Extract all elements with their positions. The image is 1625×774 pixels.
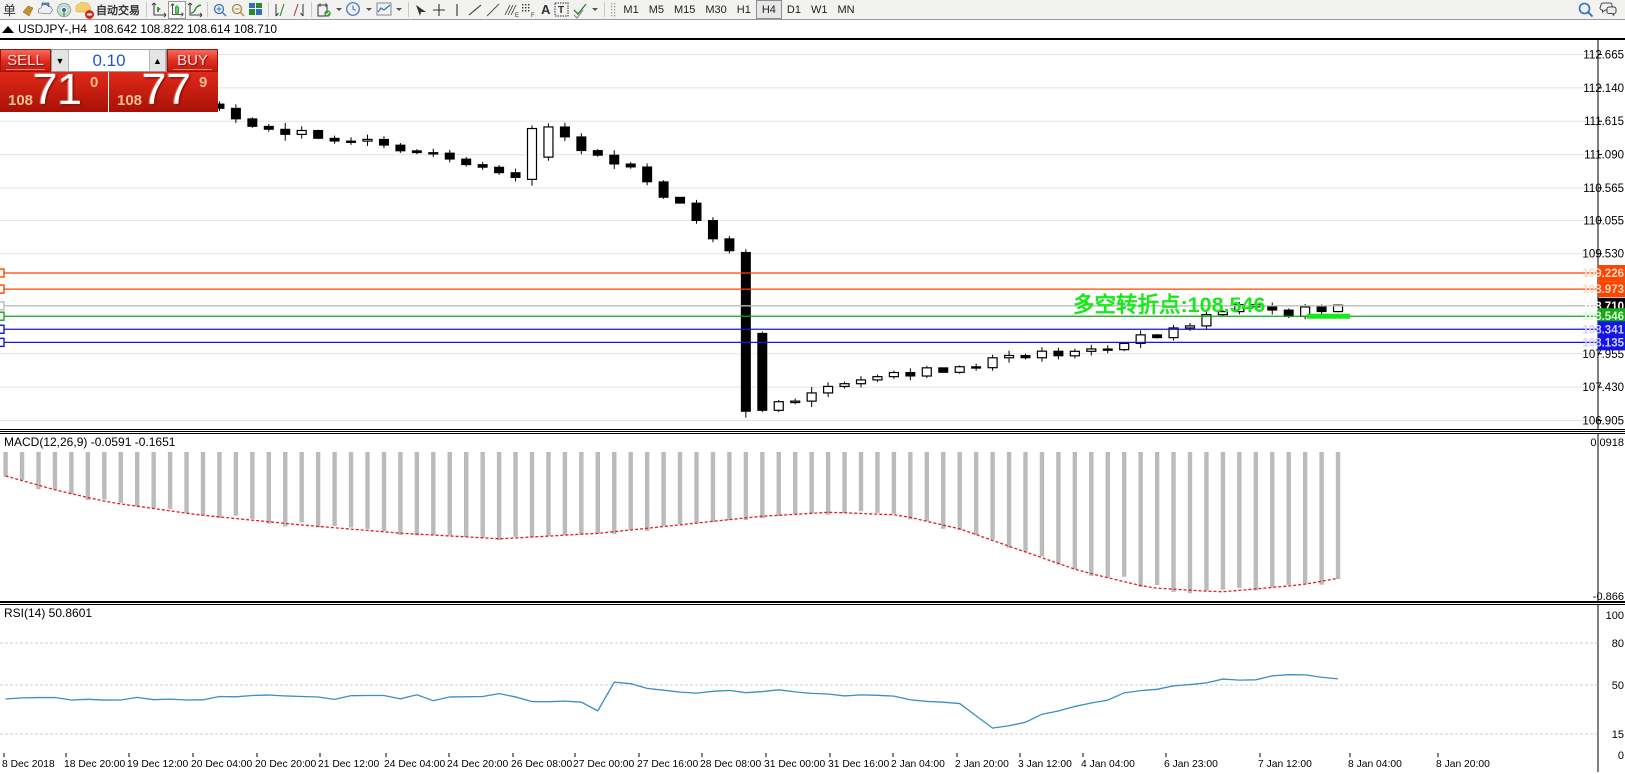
svg-text:RSI(14) 50.8601: RSI(14) 50.8601	[4, 606, 92, 620]
svg-text:20 Dec 04:00: 20 Dec 04:00	[191, 759, 253, 770]
svg-text:15: 15	[1612, 729, 1624, 741]
svg-text:26 Dec 08:00: 26 Dec 08:00	[511, 759, 573, 770]
svg-text:110.565: 110.565	[1583, 183, 1624, 195]
svg-text:100: 100	[1606, 610, 1624, 622]
svg-text:19 Dec 12:00: 19 Dec 12:00	[127, 759, 189, 770]
svg-text:106.905: 106.905	[1582, 416, 1624, 428]
svg-text:111.615: 111.615	[1584, 116, 1624, 128]
svg-text:111.090: 111.090	[1584, 150, 1624, 162]
svg-text:0: 0	[1618, 750, 1624, 762]
svg-text:F: F	[531, 13, 535, 19]
svg-text:108.973: 108.973	[1582, 284, 1624, 296]
svg-text:109.226: 109.226	[1582, 268, 1624, 280]
svg-text:24 Dec 20:00: 24 Dec 20:00	[447, 759, 509, 770]
svg-text:107.430: 107.430	[1582, 382, 1624, 394]
svg-text:28 Dec 08:00: 28 Dec 08:00	[700, 759, 762, 770]
svg-text:110.055: 110.055	[1583, 215, 1624, 227]
svg-text:4 Jan 04:00: 4 Jan 04:00	[1081, 759, 1135, 770]
svg-text:多空转折点:108.546: 多空转折点:108.546	[1073, 292, 1265, 317]
svg-text:8 Dec 2018: 8 Dec 2018	[2, 759, 55, 770]
svg-text:0.0918: 0.0918	[1590, 437, 1624, 449]
svg-text:E: E	[515, 13, 519, 19]
svg-text:107.955: 107.955	[1582, 349, 1624, 361]
svg-text:8 Jan 20:00: 8 Jan 20:00	[1436, 759, 1490, 770]
svg-text:2 Jan 20:00: 2 Jan 20:00	[955, 759, 1009, 770]
svg-text:18 Dec 20:00: 18 Dec 20:00	[64, 759, 126, 770]
svg-text:8 Jan 04:00: 8 Jan 04:00	[1348, 759, 1402, 770]
svg-text:2 Jan 04:00: 2 Jan 04:00	[891, 759, 945, 770]
svg-text:24 Dec 04:00: 24 Dec 04:00	[384, 759, 446, 770]
svg-text:20 Dec 20:00: 20 Dec 20:00	[255, 759, 317, 770]
svg-text:109.530: 109.530	[1582, 249, 1624, 261]
svg-text:31 Dec 16:00: 31 Dec 16:00	[828, 759, 890, 770]
svg-text:27 Dec 16:00: 27 Dec 16:00	[637, 759, 699, 770]
svg-text:7 Jan 12:00: 7 Jan 12:00	[1258, 759, 1312, 770]
svg-text:T: T	[558, 5, 564, 16]
svg-text:112.140: 112.140	[1583, 83, 1624, 95]
svg-text:27 Dec 00:00: 27 Dec 00:00	[573, 759, 635, 770]
svg-text:-0.866: -0.866	[1593, 591, 1624, 602]
svg-text:21 Dec 12:00: 21 Dec 12:00	[318, 759, 380, 770]
svg-text:50: 50	[1612, 680, 1624, 692]
svg-text:6 Jan 23:00: 6 Jan 23:00	[1164, 759, 1218, 770]
svg-text:3 Jan 12:00: 3 Jan 12:00	[1018, 759, 1072, 770]
svg-text:112.665: 112.665	[1583, 50, 1624, 62]
svg-text:31 Dec 00:00: 31 Dec 00:00	[764, 759, 826, 770]
svg-text:80: 80	[1612, 638, 1624, 650]
svg-text:MACD(12,26,9) -0.0591 -0.1651: MACD(12,26,9) -0.0591 -0.1651	[4, 435, 176, 449]
svg-text:108.135: 108.135	[1582, 337, 1624, 349]
